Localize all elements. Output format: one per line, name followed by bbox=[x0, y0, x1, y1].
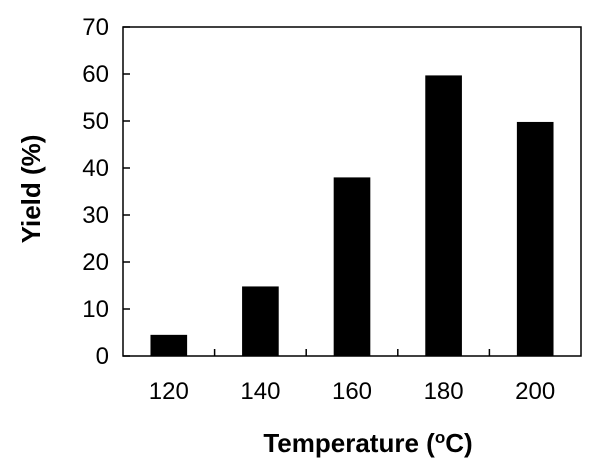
x-tick-label: 180 bbox=[424, 378, 464, 405]
y-tick-label: 60 bbox=[82, 61, 109, 88]
x-axis-title-superscript: o bbox=[435, 428, 445, 447]
y-tick-label: 50 bbox=[82, 108, 109, 135]
x-tick-label: 140 bbox=[240, 378, 280, 405]
bar-140 bbox=[242, 286, 279, 356]
bars-group bbox=[150, 75, 554, 356]
y-tick-label: 70 bbox=[82, 14, 109, 41]
bar-200 bbox=[516, 121, 554, 356]
x-axis-ticks: 120 140 160 180 200 bbox=[149, 349, 555, 405]
y-tick-label: 0 bbox=[96, 343, 109, 370]
y-axis-ticks: 0 10 20 30 40 50 60 70 bbox=[82, 14, 130, 370]
x-tick-label: 200 bbox=[515, 378, 555, 405]
bar-160 bbox=[333, 177, 371, 356]
y-axis-title: Yield (%) bbox=[16, 135, 46, 244]
x-tick-label: 160 bbox=[332, 378, 372, 405]
y-tick-label: 40 bbox=[82, 155, 109, 182]
x-axis-title-main: Temperature ( bbox=[263, 428, 435, 458]
y-tick-label: 10 bbox=[82, 296, 109, 323]
x-tick-label: 120 bbox=[149, 378, 189, 405]
x-axis-title-unit: C) bbox=[445, 428, 472, 458]
bar-120 bbox=[150, 334, 188, 356]
bar-180 bbox=[425, 75, 462, 356]
y-tick-label: 20 bbox=[82, 249, 109, 276]
plot-area-frame bbox=[122, 26, 582, 357]
x-axis-title: Temperature (oC) bbox=[263, 428, 472, 459]
y-tick-label: 30 bbox=[82, 202, 109, 229]
